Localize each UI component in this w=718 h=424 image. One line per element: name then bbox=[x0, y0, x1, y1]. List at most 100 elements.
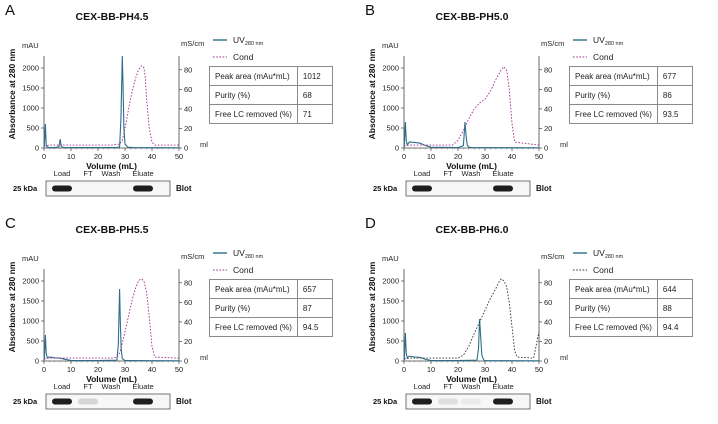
blot-frame bbox=[45, 180, 171, 197]
chart-panel-b: B CEX-BB-PH5.0 mAU mS/cm ml 0 10 20 30 40 50 0 500 10… bbox=[360, 0, 718, 211]
legend-uv-subscript: 280 nm bbox=[245, 41, 264, 47]
x-end-unit-label: ml bbox=[560, 140, 568, 149]
y-tick-label: 1500 bbox=[22, 84, 39, 93]
x-tick-label: 0 bbox=[42, 365, 46, 374]
blot-band bbox=[133, 185, 153, 192]
blot-band bbox=[493, 185, 513, 192]
x-tick-label: 40 bbox=[508, 152, 516, 161]
x-tick-label: 10 bbox=[67, 152, 75, 161]
legend-uv-subscript: 280 nm bbox=[245, 254, 264, 260]
chart-panel-c: C CEX-BB-PH5.5 mAU mS/cm ml 0 10 20 30 40 50 0 500 10… bbox=[0, 213, 359, 424]
blot-lane-label: FT bbox=[83, 382, 93, 391]
stats-row: Peak area (mAu*mL) 644 bbox=[569, 279, 693, 299]
stats-label: Free LC removed (%) bbox=[569, 104, 658, 124]
stats-row: Purity (%) 87 bbox=[209, 298, 333, 318]
blot-kda-label: 25 kDa bbox=[13, 184, 38, 193]
x-tick-label: 20 bbox=[454, 152, 462, 161]
y-tick-label: 1000 bbox=[382, 317, 399, 326]
x-tick-label: 40 bbox=[148, 365, 156, 374]
y2-tick-label: 40 bbox=[184, 104, 192, 113]
y-tick-label: 1500 bbox=[382, 297, 399, 306]
x-tick-label: 30 bbox=[481, 152, 489, 161]
blot-lane-label: FT bbox=[83, 169, 93, 178]
legend-cond-label: Cond bbox=[233, 265, 254, 275]
blot-label: Blot bbox=[536, 184, 552, 193]
blot-frame bbox=[45, 393, 171, 410]
stats-label: Peak area (mAu*mL) bbox=[209, 66, 298, 86]
blot-lane-label: Load bbox=[54, 169, 71, 178]
blot-kda-label: 25 kDa bbox=[13, 397, 38, 406]
x-tick-label: 20 bbox=[454, 365, 462, 374]
stats-label: Purity (%) bbox=[569, 85, 658, 105]
y-axis-title: Absorbance at 280 nm bbox=[367, 48, 377, 139]
y2-tick-label: 0 bbox=[544, 144, 548, 153]
stats-value: 93.5 bbox=[656, 104, 693, 124]
y2-tick-label: 0 bbox=[184, 357, 188, 366]
y2-tick-label: 60 bbox=[544, 298, 552, 307]
stats-row: Purity (%) 88 bbox=[569, 298, 693, 318]
x-end-unit-label: ml bbox=[200, 140, 208, 149]
y-tick-label: 500 bbox=[386, 124, 399, 133]
blot-lane-label: Wash bbox=[102, 382, 121, 391]
blot-lane-label: Load bbox=[54, 382, 71, 391]
legend-uv-subscript: 280 nm bbox=[605, 41, 624, 47]
blot-kda-label: 25 kDa bbox=[373, 184, 398, 193]
legend-uv-label: UV280 nm bbox=[233, 35, 264, 47]
stats-label: Purity (%) bbox=[209, 85, 298, 105]
chart-title: CEX-BB-PH5.5 bbox=[76, 224, 149, 236]
blot-band bbox=[461, 398, 481, 405]
legend-cond-label: Cond bbox=[233, 52, 254, 62]
blot-lane-label: Wash bbox=[462, 169, 481, 178]
legend-uv-subscript: 280 nm bbox=[605, 254, 624, 260]
y-tick-label: 500 bbox=[26, 124, 39, 133]
chart-panel-d: D CEX-BB-PH6.0 mAU mS/cm ml 0 10 20 30 40 50 0 500 10… bbox=[360, 213, 718, 424]
x-tick-label: 50 bbox=[175, 365, 183, 374]
blot-label: Blot bbox=[536, 397, 552, 406]
y2-tick-label: 80 bbox=[544, 278, 552, 287]
blot-frame bbox=[405, 393, 531, 410]
uv280-series-line bbox=[403, 121, 540, 149]
y2-tick-label: 0 bbox=[184, 144, 188, 153]
y-tick-label: 2000 bbox=[22, 277, 39, 286]
y2-unit-label: mS/cm bbox=[181, 252, 204, 261]
x-tick-label: 40 bbox=[508, 365, 516, 374]
stats-table: Peak area (mAu*mL) 677 Purity (%) 86 Free LC… bbox=[569, 66, 693, 124]
y-tick-label: 2000 bbox=[382, 277, 399, 286]
stats-label: Peak area (mAu*mL) bbox=[569, 279, 658, 299]
y2-tick-label: 80 bbox=[184, 65, 192, 74]
blot-lane-label: FT bbox=[443, 169, 453, 178]
cond-series-line bbox=[403, 278, 540, 360]
chart-title: CEX-BB-PH6.0 bbox=[436, 224, 509, 236]
blot-band bbox=[78, 398, 98, 405]
y2-tick-label: 40 bbox=[544, 104, 552, 113]
y-tick-label: 1500 bbox=[382, 84, 399, 93]
stats-row: Free LC removed (%) 71 bbox=[209, 104, 333, 124]
x-axis-title: Volume (mL) bbox=[86, 161, 137, 171]
stats-value: 87 bbox=[296, 298, 333, 318]
y2-tick-label: 60 bbox=[184, 298, 192, 307]
x-tick-label: 50 bbox=[175, 152, 183, 161]
x-tick-label: 30 bbox=[121, 152, 129, 161]
stats-value: 657 bbox=[296, 279, 333, 299]
x-tick-label: 50 bbox=[535, 152, 543, 161]
x-tick-label: 0 bbox=[402, 365, 406, 374]
legend-uv-label: UV280 nm bbox=[593, 248, 624, 260]
stats-row: Free LC removed (%) 93.5 bbox=[569, 104, 693, 124]
x-tick-label: 30 bbox=[121, 365, 129, 374]
blot-lane-label: Eluate bbox=[132, 382, 153, 391]
x-tick-label: 10 bbox=[427, 152, 435, 161]
blot-band bbox=[412, 398, 432, 405]
stats-value: 94.5 bbox=[296, 317, 333, 337]
legend-uv-label: UV280 nm bbox=[593, 35, 624, 47]
y2-tick-label: 20 bbox=[184, 124, 192, 133]
blot-band bbox=[52, 398, 72, 405]
stats-label: Free LC removed (%) bbox=[569, 317, 658, 337]
blot-lane-label: FT bbox=[443, 382, 453, 391]
y-axis-title: Absorbance at 280 nm bbox=[367, 261, 377, 352]
chart-panel-a: A CEX-BB-PH4.5 mAU mS/cm ml 0 10 20 30 40 50 0 500 10… bbox=[0, 0, 359, 211]
x-end-unit-label: ml bbox=[560, 353, 568, 362]
blot-lane-label: Eluate bbox=[132, 169, 153, 178]
stats-value: 644 bbox=[656, 279, 693, 299]
y2-tick-label: 60 bbox=[544, 85, 552, 94]
